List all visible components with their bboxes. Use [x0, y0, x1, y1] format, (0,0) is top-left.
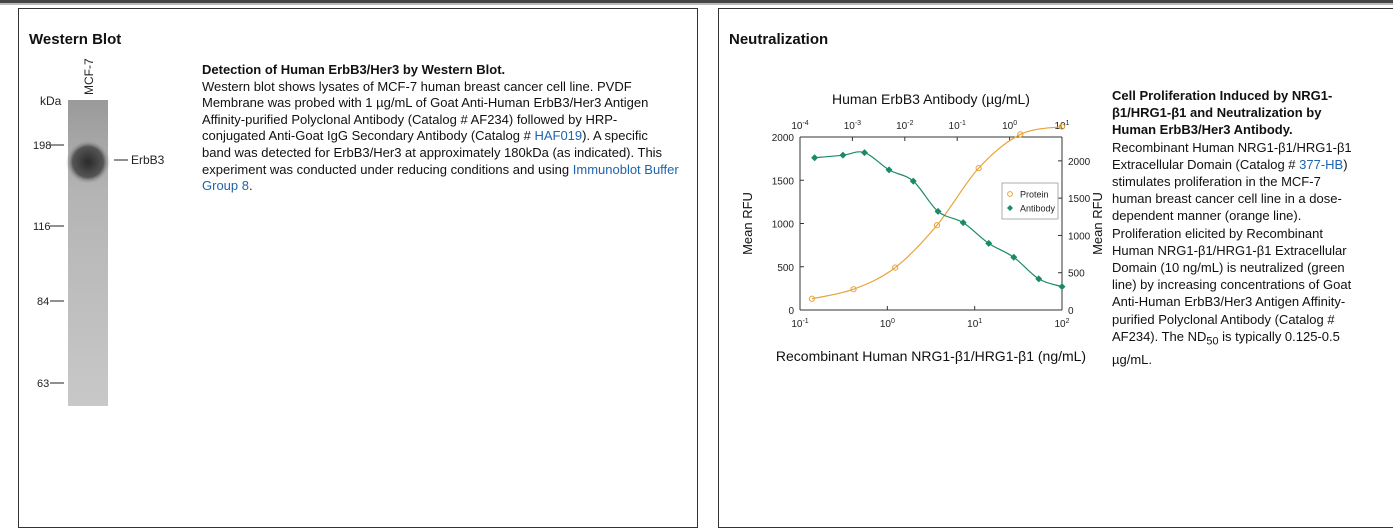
y2-tick-label: 1500 — [1068, 194, 1091, 205]
x-tick-label: 100 — [880, 318, 895, 330]
y2-tick-label: 0 — [1068, 306, 1074, 317]
tick-exp: -2 — [907, 120, 913, 127]
y2-axis-label: Mean RFU — [1090, 192, 1105, 255]
lane-label: MCF-7 — [82, 58, 96, 95]
y2-tick-label: 1000 — [1068, 231, 1091, 242]
tick-base: 10 — [896, 121, 908, 132]
tick-base: 10 — [880, 319, 892, 330]
point — [886, 166, 893, 173]
marker-label: 84 — [37, 296, 49, 308]
band-label: ErbB3 — [131, 153, 165, 167]
tick-base: 10 — [791, 121, 803, 132]
x-tick-label: 10-1 — [791, 318, 808, 330]
point — [811, 154, 818, 161]
tick-exp: 0 — [891, 318, 895, 325]
blot-band — [66, 140, 110, 184]
legend-label: Protein — [1020, 190, 1049, 200]
tick-exp: -1 — [802, 318, 808, 325]
tick-base: 10 — [1002, 121, 1014, 132]
y2-tick-label: 2000 — [1068, 157, 1091, 168]
chart-title: Human ErbB3 Antibody (µg/mL) — [832, 91, 1030, 107]
point — [960, 219, 967, 226]
x2-tick-label: 100 — [1002, 120, 1017, 132]
x-tick-label: 101 — [967, 318, 982, 330]
tick-exp: 1 — [1066, 120, 1070, 127]
legend-box — [1002, 183, 1058, 219]
y-tick-label: 2000 — [772, 133, 795, 144]
y-axis-label: Mean RFU — [740, 192, 755, 255]
unit-label: kDa — [40, 94, 62, 108]
tick-base: 10 — [791, 319, 803, 330]
legend-label: Antibody — [1020, 204, 1056, 214]
figures: kDa MCF-7 198 116 84 63 ErbB3 Human ErbB… — [0, 0, 1393, 524]
tick-base: 10 — [949, 121, 961, 132]
x2-tick-label: 10-4 — [791, 120, 808, 132]
tick-exp: -1 — [960, 120, 966, 127]
x2-tick-label: 101 — [1054, 120, 1069, 132]
page: Western Blot Detection of Human ErbB3/He… — [0, 0, 1393, 524]
x-tick-label: 102 — [1054, 318, 1069, 330]
tick-exp: 2 — [1066, 318, 1070, 325]
y2-tick-label: 500 — [1068, 269, 1085, 280]
y-tick-label: 1500 — [772, 176, 795, 187]
point — [861, 149, 868, 156]
tick-exp: 1 — [978, 318, 982, 325]
marker-label: 63 — [37, 378, 49, 390]
y-tick-label: 500 — [777, 263, 794, 274]
y-tick-label: 1000 — [772, 220, 795, 231]
tick-base: 10 — [1054, 319, 1066, 330]
point — [1059, 283, 1066, 290]
tick-exp: -4 — [802, 120, 808, 127]
marker-label: 116 — [33, 221, 51, 233]
tick-base: 10 — [844, 121, 856, 132]
point — [839, 152, 846, 159]
point — [1035, 275, 1042, 282]
marker-label: 198 — [33, 140, 51, 152]
x2-tick-label: 10-2 — [896, 120, 913, 132]
tick-exp: -3 — [855, 120, 861, 127]
tick-base: 10 — [967, 319, 979, 330]
y-tick-label: 0 — [788, 306, 794, 317]
x2-tick-label: 10-1 — [949, 120, 966, 132]
tick-exp: 0 — [1013, 120, 1017, 127]
x2-tick-label: 10-3 — [844, 120, 861, 132]
x-axis-label: Recombinant Human NRG1-β1/HRG1-β1 (ng/mL… — [776, 348, 1086, 364]
